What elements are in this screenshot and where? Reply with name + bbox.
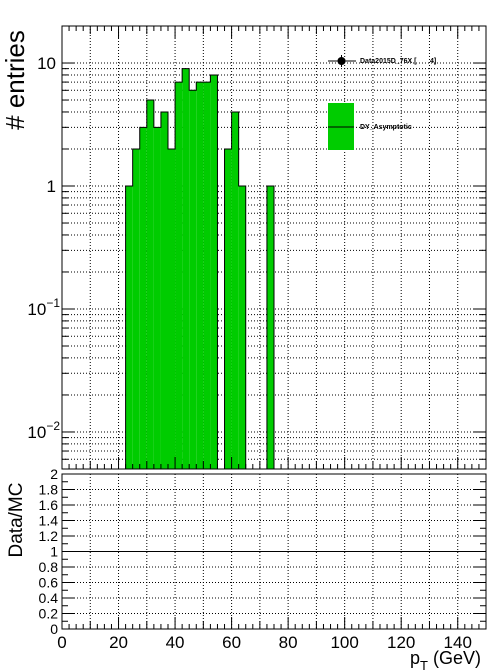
ratio-y-tick-label: 0.6 bbox=[39, 575, 59, 591]
histogram-bar bbox=[153, 127, 161, 470]
main-y-tick-label: 10−2 bbox=[27, 419, 60, 442]
legend-entry-data: Data2015D_76X [ 4] bbox=[360, 58, 436, 65]
histogram-bar bbox=[146, 100, 154, 469]
ratio-grid bbox=[62, 474, 486, 629]
histogram-bar bbox=[168, 148, 176, 470]
legend-data-marker bbox=[337, 57, 346, 65]
histogram-bar bbox=[210, 74, 218, 469]
x-tick-label: 100 bbox=[330, 633, 358, 652]
histogram-bar bbox=[196, 82, 204, 469]
histogram-bar bbox=[125, 186, 133, 469]
histogram-bar bbox=[182, 68, 190, 469]
ratio-y-tick-label: 1.6 bbox=[39, 497, 59, 513]
histogram-bar bbox=[224, 148, 232, 470]
x-tick-label: 80 bbox=[279, 633, 298, 652]
ratio-y-tick-label: 2 bbox=[50, 466, 58, 482]
main-y-axis-label: # entries bbox=[0, 30, 30, 130]
ratio-y-tick-label: 0 bbox=[50, 621, 58, 637]
histogram-bar bbox=[266, 186, 274, 469]
ratio-y-tick-label: 1.2 bbox=[39, 528, 59, 544]
ratio-y-tick-label: 1.4 bbox=[39, 513, 59, 529]
main-y-tick-label: 1 bbox=[47, 177, 56, 196]
main-y-ticks: 10 1 10−1 10−2 bbox=[27, 25, 486, 470]
legend: Data2015D_76X [ 4] DY_Asymptotic bbox=[328, 55, 436, 150]
x-tick-label: 60 bbox=[222, 633, 241, 652]
histogram-bar bbox=[203, 82, 211, 469]
ratio-y-tick-label: 1 bbox=[50, 544, 58, 560]
main-y-tick-label: 10 bbox=[37, 54, 56, 73]
histogram-outline bbox=[266, 185, 275, 469]
histogram-bar bbox=[132, 148, 140, 470]
histogram-bar bbox=[139, 127, 147, 470]
x-tick-label: 20 bbox=[109, 633, 128, 652]
histogram-bar bbox=[175, 82, 183, 469]
x-tick-label: 0 bbox=[57, 633, 66, 652]
histogram-outline bbox=[224, 111, 247, 469]
ratio-y-ticks: 00.20.40.60.811.21.41.61.82 bbox=[39, 466, 486, 637]
ratio-y-tick-label: 0.8 bbox=[39, 559, 59, 575]
histogram-bar bbox=[231, 111, 239, 469]
ratio-y-tick-label: 0.2 bbox=[39, 606, 59, 622]
ratio-y-tick-label: 0.4 bbox=[39, 590, 59, 606]
ratio-y-tick-label: 1.8 bbox=[39, 482, 59, 498]
x-tick-label: 40 bbox=[166, 633, 185, 652]
x-tick-label: 120 bbox=[387, 633, 415, 652]
histogram-bar bbox=[160, 111, 168, 469]
main-y-tick-label: 10−1 bbox=[27, 296, 60, 319]
histogram-bar bbox=[189, 90, 197, 469]
x-ticks: 0 20 40 60 80 100 120 140 bbox=[57, 26, 487, 652]
main-bars bbox=[125, 68, 275, 470]
x-tick-label: 140 bbox=[444, 633, 472, 652]
histogram-outline bbox=[125, 68, 218, 469]
legend-entry-mc: DY_Asymptotic bbox=[360, 124, 412, 131]
x-axis-label: pT (GeV) bbox=[410, 648, 481, 672]
histogram-bar bbox=[238, 186, 246, 469]
ratio-y-axis-label: Data/MC bbox=[6, 483, 27, 558]
